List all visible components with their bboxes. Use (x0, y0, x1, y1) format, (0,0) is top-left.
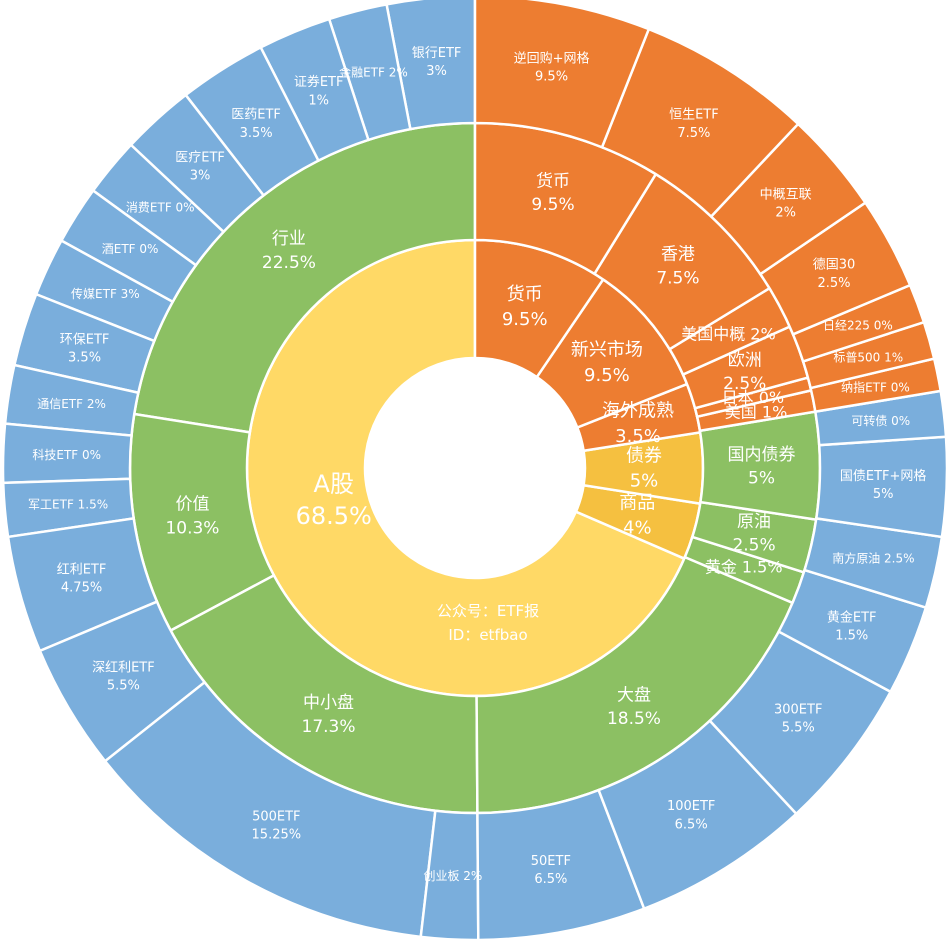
ring2-label-3: 大盘 18.5% (607, 685, 661, 729)
ring3-label-1: 金融ETF 2% (339, 64, 408, 79)
ring3-label-14: 500ETF 15.25% (252, 809, 302, 842)
ring1-label-4: 新兴市场 9.5% (571, 340, 643, 386)
ring3-label-8: 环保ETF 3.5% (60, 332, 110, 365)
ring2-label-7: 美国 1% (725, 402, 787, 421)
wechat-icon (747, 896, 779, 922)
ring2-label-4: 黄金 1.5% (705, 557, 783, 576)
ring1-label-2: 债券 5% (626, 445, 662, 491)
ring3-label-2: 证券ETF 1% (294, 74, 344, 108)
chart-labels: A股 68.5% 商品 4%债券 5%海外成熟 3.5% 新兴市场 9.5% 货币 9.5% 行业 2… (28, 45, 926, 886)
ring3-label-29: 逆回购+网格 9.5% (514, 50, 590, 84)
ring2-label-10: 美国中概 2% (681, 324, 775, 343)
watermark: 定投十年十倍 (747, 896, 912, 922)
ring3-label-12: 红利ETF 4.75% (57, 561, 107, 595)
ring3-label-24: 标普500 1% (833, 350, 903, 364)
ring3-label-27: 中概互联 2% (760, 187, 812, 220)
ring3-label-3: 医药ETF 3.5% (231, 107, 281, 140)
ring2-label-8: 日本 0% (722, 388, 784, 407)
ring3-label-15: 创业板 2% (423, 868, 482, 882)
ring3-label-5: 消费ETF 0% (126, 200, 195, 214)
ring3-label-25: 日经225 0% (823, 318, 893, 332)
ring2-label-1: 价值 10.3% (165, 494, 219, 538)
ring3-label-7: 传媒ETF 3% (71, 286, 140, 301)
ring3-label-0: 银行ETF 3% (412, 45, 462, 78)
ring3-label-18: 300ETF 5.5% (774, 702, 822, 735)
center-note: 公众号：ETF报 ID：etfbao (437, 602, 539, 644)
ring3-label-28: 恒生ETF 7.5% (669, 107, 719, 140)
watermark-text: 定投十年十倍 (786, 898, 912, 922)
ring2-label-9: 欧洲 2.5% (723, 350, 766, 394)
ring2-label-5: 原油 2.5% (732, 512, 775, 556)
ring3-label-21: 国债ETF+网格 5% (840, 467, 927, 501)
ring1-label-0: A股 68.5% (296, 470, 372, 530)
ring2-label-12: 货币 9.5% (531, 171, 574, 215)
ring2-label-2: 中小盘 17.3% (302, 693, 356, 737)
center-note-line1: 公众号：ETF报 (437, 602, 539, 620)
ring2-label-0: 行业 22.5% (262, 229, 316, 273)
ring3-label-17: 100ETF 6.5% (667, 799, 715, 832)
ring3-label-26: 德国30 2.5% (813, 257, 856, 290)
ring3-label-23: 纳指ETF 0% (841, 379, 910, 394)
ring3-label-20: 南方原油 2.5% (832, 550, 914, 565)
ring1-label-5: 货币 9.5% (502, 284, 548, 330)
center-note-line2: ID：etfbao (448, 626, 527, 644)
ring3-slice-29- (473, 0, 651, 149)
ring2-label-11: 香港 7.5% (656, 245, 699, 289)
ring1-label-3: 海外成熟 3.5% (602, 401, 674, 447)
ring3-label-6: 酒ETF 0% (102, 242, 159, 256)
ring3-label-19: 黄金ETF 1.5% (827, 609, 877, 643)
ring1-label-1: 商品 4% (619, 492, 655, 538)
ring3-label-11: 军工ETF 1.5% (28, 497, 108, 511)
ring3-label-10: 科技ETF 0% (32, 448, 101, 462)
ring3-label-22: 可转债 0% (851, 413, 910, 428)
ring3-label-16: 50ETF 6.5% (531, 853, 571, 886)
ring3-label-13: 深红利ETF 5.5% (92, 659, 155, 693)
ring2-label-6: 国内债券 5% (727, 445, 795, 489)
ring3-label-9: 通信ETF 2% (37, 397, 106, 411)
ring3-label-4: 医疗ETF 3% (175, 150, 225, 183)
